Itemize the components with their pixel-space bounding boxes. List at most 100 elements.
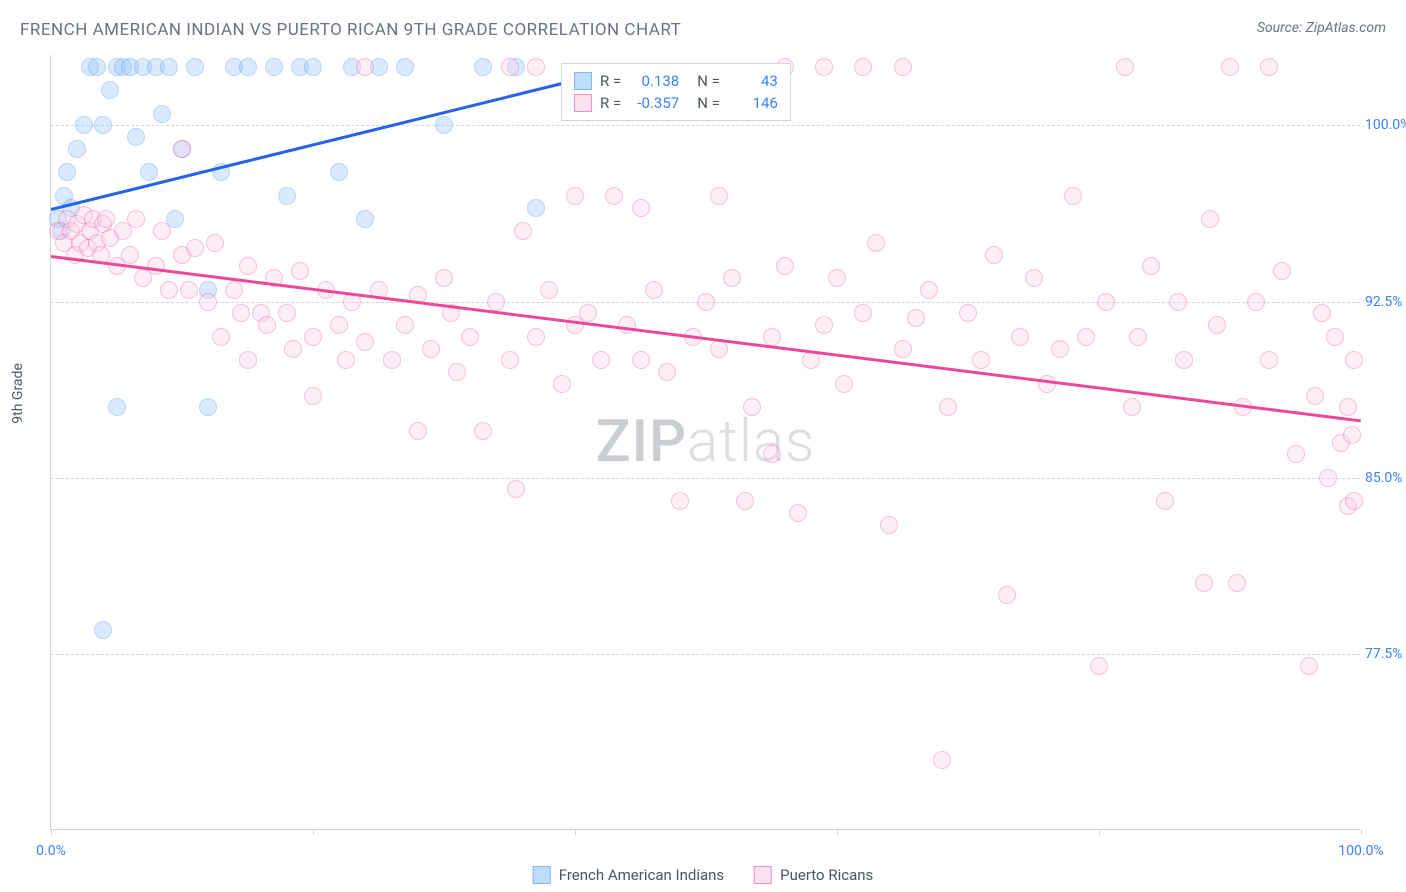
source-label: Source: ZipAtlas.com: [1257, 20, 1386, 36]
scatter-point: [527, 328, 545, 346]
scatter-point: [278, 304, 296, 322]
scatter-point: [736, 492, 754, 510]
scatter-point: [409, 422, 427, 440]
scatter-point: [337, 351, 355, 369]
scatter-point: [97, 210, 115, 228]
scatter-point: [1123, 398, 1141, 416]
scatter-point: [127, 210, 145, 228]
r-value: 0.138: [629, 72, 679, 90]
scatter-point: [448, 363, 466, 381]
scatter-point: [1064, 187, 1082, 205]
scatter-point: [383, 351, 401, 369]
n-label: N =: [697, 72, 720, 90]
scatter-point: [1201, 210, 1219, 228]
scatter-point: [304, 58, 322, 76]
legend-swatch: [574, 72, 592, 90]
scatter-point: [94, 621, 112, 639]
r-value: -0.357: [629, 94, 679, 112]
scatter-point: [671, 492, 689, 510]
scatter-point: [140, 163, 158, 181]
scatter-point: [199, 293, 217, 311]
scatter-point: [186, 58, 204, 76]
x-tick-label: 0.0%: [36, 843, 66, 859]
stats-legend-row: R =0.138N =43: [574, 70, 778, 92]
scatter-point: [330, 316, 348, 334]
scatter-point: [284, 340, 302, 358]
scatter-point: [153, 222, 171, 240]
scatter-point: [186, 239, 204, 257]
scatter-point: [723, 269, 741, 287]
scatter-point: [1345, 492, 1363, 510]
scatter-point: [697, 293, 715, 311]
scatter-point: [1343, 426, 1361, 444]
scatter-point: [763, 328, 781, 346]
scatter-point: [474, 58, 492, 76]
legend-item: French American Indians: [533, 866, 724, 884]
n-label: N =: [697, 94, 720, 112]
scatter-point: [1306, 387, 1324, 405]
scatter-point: [68, 140, 86, 158]
scatter-point: [108, 398, 126, 416]
scatter-point: [1011, 328, 1029, 346]
scatter-point: [985, 246, 1003, 264]
scatter-point: [1345, 351, 1363, 369]
scatter-point: [854, 304, 872, 322]
scatter-point: [1077, 328, 1095, 346]
y-tick-label: 100.0%: [1365, 117, 1406, 133]
chart-title: FRENCH AMERICAN INDIAN VS PUERTO RICAN 9…: [20, 20, 681, 40]
scatter-point: [501, 58, 519, 76]
scatter-point: [1260, 351, 1278, 369]
y-axis-label: 9th Grade: [10, 363, 26, 424]
trendline: [51, 255, 1361, 422]
r-label: R =: [600, 72, 621, 90]
x-tick: [51, 829, 52, 835]
scatter-point: [553, 375, 571, 393]
scatter-point: [854, 58, 872, 76]
scatter-point: [180, 281, 198, 299]
y-tick-label: 77.5%: [1365, 646, 1406, 662]
scatter-point: [507, 480, 525, 498]
scatter-point: [127, 128, 145, 146]
scatter-point: [239, 58, 257, 76]
scatter-point: [710, 187, 728, 205]
bottom-legend: French American Indians Puerto Ricans: [533, 866, 874, 884]
scatter-point: [527, 199, 545, 217]
y-tick-label: 92.5%: [1365, 294, 1406, 310]
watermark: ZIPatlas: [596, 408, 816, 476]
scatter-point: [776, 257, 794, 275]
scatter-point: [239, 351, 257, 369]
scatter-point: [815, 58, 833, 76]
scatter-point: [566, 187, 584, 205]
scatter-point: [396, 316, 414, 334]
scatter-point: [356, 210, 374, 228]
scatter-point: [1300, 657, 1318, 675]
scatter-point: [160, 58, 178, 76]
scatter-point: [605, 187, 623, 205]
watermark-bold: ZIP: [596, 408, 687, 476]
scatter-point: [743, 398, 761, 416]
scatter-point: [894, 58, 912, 76]
scatter-point: [88, 58, 106, 76]
scatter-point: [972, 351, 990, 369]
scatter-point: [278, 187, 296, 205]
scatter-point: [1116, 58, 1134, 76]
plot-area: ZIPatlas R =0.138N =43R =-0.357N =146 77…: [50, 55, 1360, 830]
scatter-point: [867, 234, 885, 252]
scatter-point: [527, 58, 545, 76]
scatter-point: [160, 281, 178, 299]
scatter-point: [1273, 262, 1291, 280]
stats-legend: R =0.138N =43R =-0.357N =146: [561, 63, 791, 121]
legend-label: Puerto Ricans: [780, 866, 873, 884]
scatter-point: [1326, 328, 1344, 346]
scatter-point: [487, 293, 505, 311]
scatter-point: [356, 333, 374, 351]
gridline: [51, 478, 1360, 479]
scatter-point: [618, 316, 636, 334]
scatter-point: [435, 269, 453, 287]
legend-swatch: [533, 866, 551, 884]
scatter-point: [894, 340, 912, 358]
scatter-point: [632, 351, 650, 369]
scatter-point: [1025, 269, 1043, 287]
scatter-point: [514, 222, 532, 240]
scatter-point: [75, 116, 93, 134]
